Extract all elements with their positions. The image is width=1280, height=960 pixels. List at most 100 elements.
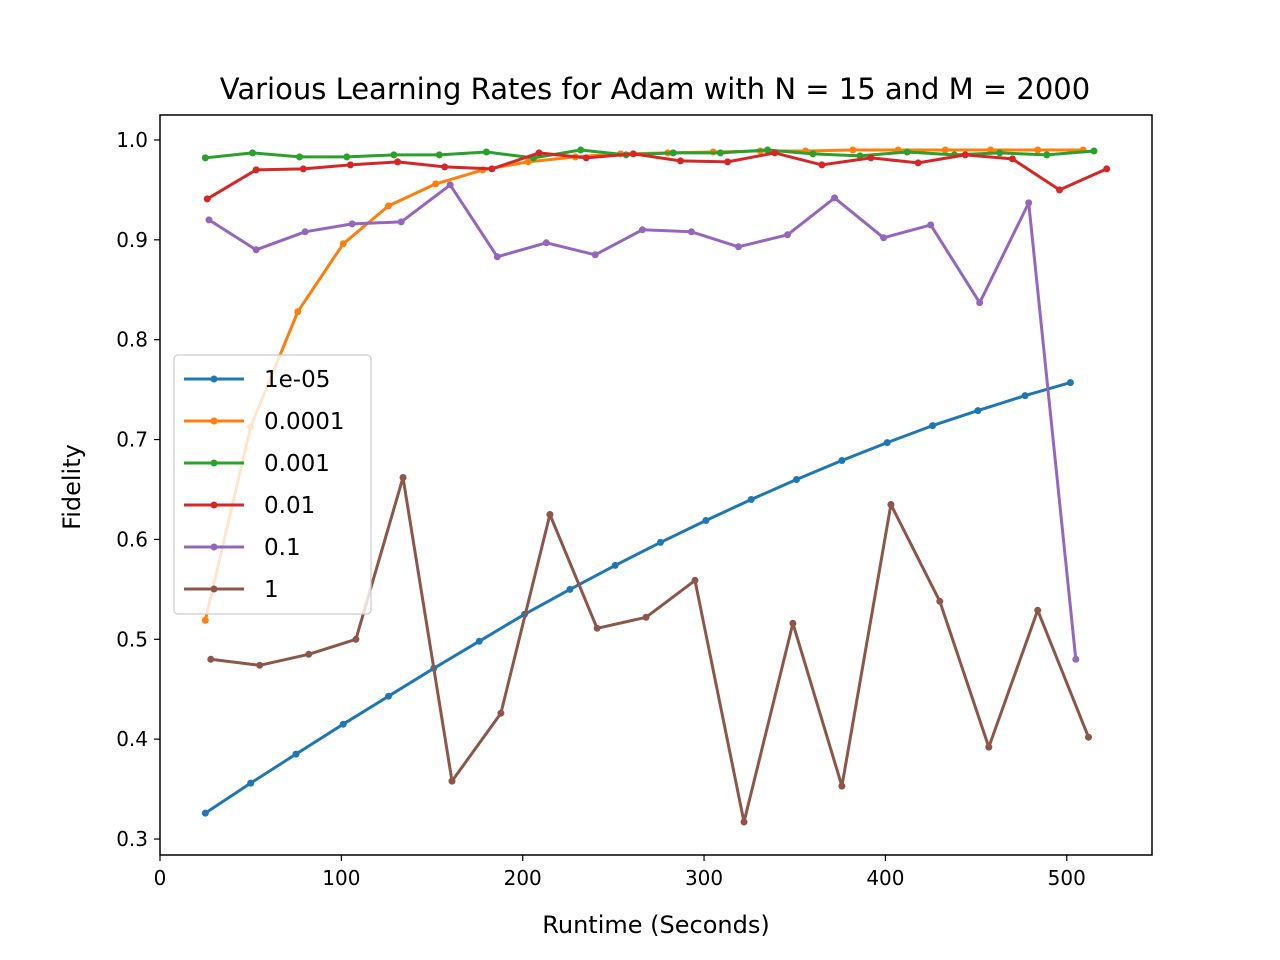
legend-label-0.01: 0.01 [264, 493, 315, 519]
y-tick-label-0.5: 0.5 [116, 627, 148, 651]
data-point-1-10 [691, 576, 699, 584]
data-point-1-3 [352, 635, 360, 643]
data-point-1e-05-10 [657, 538, 664, 546]
data-point-0.01-8 [582, 154, 590, 162]
series-layer [201, 146, 1111, 826]
data-point-0.001-13 [809, 150, 817, 158]
data-point-1-18 [1085, 733, 1092, 741]
data-point-0.001-6 [482, 148, 490, 156]
legend-label-1e-05: 1e-05 [264, 367, 330, 393]
data-point-1e-05-16 [929, 422, 937, 430]
data-point-1-13 [838, 782, 846, 790]
data-point-0.0001-5 [432, 180, 440, 188]
data-point-0.0001-7 [524, 158, 532, 166]
legend: 1e-05 0.0001 0.001 0.01 0.1 1 [173, 354, 372, 615]
y-tick-label-0.8: 0.8 [116, 328, 148, 352]
y-tick-label-0.7: 0.7 [116, 428, 148, 452]
data-point-0.001-11 [716, 149, 724, 157]
data-point-0.01-13 [818, 161, 826, 169]
legend-marker-0.0001 [210, 417, 218, 425]
data-point-0.1-0 [205, 216, 213, 224]
data-point-0.1-1 [252, 246, 260, 254]
data-point-1-14 [887, 501, 895, 508]
data-point-0.1-10 [687, 228, 695, 236]
x-tick-label-200: 200 [504, 866, 542, 890]
data-point-0.0001-16 [941, 146, 949, 154]
legend-label-0.001: 0.001 [264, 451, 330, 477]
x-tick-label-500: 500 [1048, 866, 1086, 890]
data-point-1-15 [936, 597, 944, 605]
series-0.01 [203, 149, 1111, 203]
data-point-0.01-4 [394, 158, 402, 166]
data-point-0.1-18 [1072, 655, 1080, 663]
legend-marker-1 [210, 585, 218, 593]
data-point-1e-05-11 [702, 517, 710, 524]
data-point-0.01-11 [724, 158, 732, 166]
data-point-1e-05-15 [883, 439, 891, 447]
x-axis: 0 100 200 300 400 500 [154, 855, 1086, 890]
data-point-0.01-6 [488, 165, 496, 173]
x-tick-label-300: 300 [685, 866, 723, 890]
data-point-0.01-2 [299, 165, 307, 173]
data-point-1e-05-0 [201, 809, 209, 817]
data-point-1-12 [789, 619, 797, 627]
legend-item-1e-05: 1e-05 [184, 367, 330, 393]
x-tick-label-100: 100 [322, 866, 360, 890]
series-1 [207, 474, 1092, 826]
data-point-0.01-7 [535, 149, 543, 157]
data-point-1e-05-13 [793, 476, 800, 483]
data-point-0.01-16 [961, 151, 969, 159]
data-point-1-4 [399, 474, 407, 481]
data-point-0.1-9 [638, 226, 646, 234]
legend-item-0.1: 0.1 [184, 535, 301, 561]
data-point-0.1-15 [927, 221, 935, 229]
data-point-1-8 [593, 624, 601, 632]
legend-item-0.001: 0.001 [184, 451, 330, 477]
data-point-0.001-2 [296, 153, 304, 161]
data-point-0.001-1 [249, 149, 256, 157]
data-point-1-2 [305, 650, 313, 658]
data-point-0.01-0 [203, 195, 211, 203]
data-point-0.001-3 [343, 153, 351, 161]
data-point-0.001-17 [996, 149, 1004, 157]
data-point-0.001-5 [435, 151, 443, 159]
data-point-0.1-16 [976, 299, 984, 307]
legend-label-1: 1 [264, 577, 279, 603]
y-axis: 0.3 0.4 0.5 0.6 0.7 0.8 0.9 1.0 [116, 128, 160, 851]
data-point-0.01-3 [346, 161, 354, 169]
chart-title: Various Learning Rates for Adam with N =… [220, 72, 1090, 106]
data-point-1e-05-3 [339, 720, 347, 728]
legend-marker-0.01 [210, 501, 218, 509]
data-point-0.01-15 [914, 159, 922, 167]
legend-item-1: 1 [184, 577, 279, 603]
data-point-0.001-8 [577, 146, 585, 154]
y-tick-label-0.4: 0.4 [116, 727, 148, 751]
data-point-1-17 [1034, 606, 1042, 614]
data-point-1-16 [985, 743, 993, 751]
legend-label-0.0001: 0.0001 [264, 409, 344, 435]
data-point-0.1-13 [831, 194, 839, 202]
data-point-0.1-8 [591, 251, 599, 259]
data-point-0.0001-14 [849, 146, 857, 154]
data-point-0.01-10 [677, 157, 684, 165]
y-tick-label-0.6: 0.6 [116, 527, 148, 551]
data-point-0.1-6 [493, 253, 501, 261]
x-tick-label-400: 400 [866, 866, 904, 890]
legend-marker-1e-05 [210, 375, 218, 383]
data-point-1-1 [256, 661, 264, 669]
series-0.001 [201, 146, 1098, 162]
data-point-1e-05-12 [747, 496, 755, 503]
x-tick-label-0: 0 [154, 866, 167, 890]
data-point-0.01-19 [1103, 165, 1111, 173]
data-point-0.1-3 [348, 220, 356, 228]
plot-area [201, 146, 1111, 826]
data-point-1e-05-1 [247, 779, 255, 787]
data-point-0.1-4 [397, 218, 405, 226]
y-tick-label-0.9: 0.9 [116, 228, 148, 252]
y-axis-label: Fidelity [58, 444, 86, 530]
legend-label-0.1: 0.1 [264, 535, 301, 561]
axes-frame [159, 114, 1153, 856]
data-point-0.1-14 [880, 234, 888, 242]
legend-item-0.01: 0.01 [184, 493, 315, 519]
